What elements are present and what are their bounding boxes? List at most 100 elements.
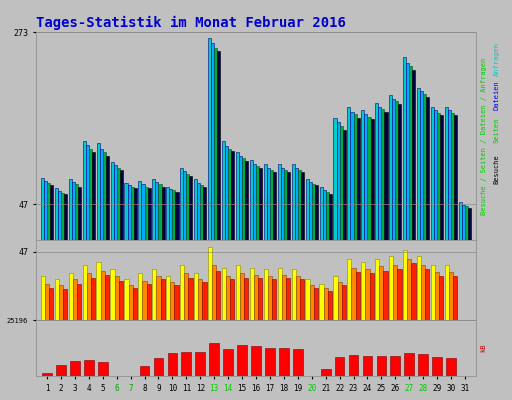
Text: Besuche / Seiten / Dateien / Anfragen: Besuche / Seiten / Dateien / Anfragen xyxy=(481,57,486,215)
Bar xyxy=(379,266,383,320)
Bar xyxy=(349,355,358,376)
Bar xyxy=(173,190,176,240)
Bar xyxy=(356,118,359,240)
Bar xyxy=(84,360,94,376)
Bar xyxy=(230,279,234,320)
Bar xyxy=(239,156,242,240)
Bar xyxy=(198,279,202,320)
Bar xyxy=(214,48,217,240)
Bar xyxy=(131,187,134,240)
Bar xyxy=(82,141,86,240)
Bar xyxy=(347,259,351,320)
Bar xyxy=(417,88,420,240)
Bar xyxy=(395,101,398,240)
Bar xyxy=(226,276,230,320)
Bar xyxy=(55,188,58,240)
Bar xyxy=(282,275,286,320)
Bar xyxy=(293,349,303,376)
Bar xyxy=(434,110,437,240)
Bar xyxy=(258,278,262,320)
Bar xyxy=(44,180,47,240)
Bar xyxy=(96,262,101,320)
Bar xyxy=(186,174,189,240)
Bar xyxy=(156,276,161,320)
Bar xyxy=(319,187,323,240)
Bar xyxy=(188,278,193,320)
Bar xyxy=(212,265,216,320)
Bar xyxy=(75,184,78,240)
Bar xyxy=(169,189,173,240)
Bar xyxy=(454,115,457,240)
Bar xyxy=(106,156,109,240)
Bar xyxy=(138,274,142,320)
Bar xyxy=(63,290,67,320)
Bar xyxy=(264,164,267,240)
Bar xyxy=(115,276,119,320)
Bar xyxy=(144,187,147,240)
Bar xyxy=(278,268,282,320)
Bar xyxy=(82,265,87,320)
Bar xyxy=(61,193,64,240)
Bar xyxy=(196,352,205,376)
Bar xyxy=(295,168,298,240)
Bar xyxy=(194,274,198,320)
Bar xyxy=(445,265,449,320)
Bar xyxy=(208,38,211,240)
Bar xyxy=(296,276,300,320)
Bar xyxy=(417,256,421,320)
Bar xyxy=(383,270,388,320)
Bar xyxy=(184,274,188,320)
Text: Tages-Statistik im Monat Februar 2016: Tages-Statistik im Monat Februar 2016 xyxy=(36,16,346,30)
Bar xyxy=(319,284,324,320)
Bar xyxy=(236,265,240,320)
Bar xyxy=(69,179,72,240)
Bar xyxy=(371,119,374,240)
Bar xyxy=(301,172,304,240)
Bar xyxy=(134,188,137,240)
Bar xyxy=(448,110,451,240)
Bar xyxy=(445,107,448,240)
Bar xyxy=(426,97,430,240)
Bar xyxy=(245,161,248,240)
Bar xyxy=(339,126,343,240)
Bar xyxy=(375,259,379,320)
Bar xyxy=(354,114,356,240)
Bar xyxy=(166,276,170,320)
Bar xyxy=(432,357,442,376)
Bar xyxy=(273,172,276,240)
Bar xyxy=(119,281,123,320)
Bar xyxy=(161,279,165,320)
Bar xyxy=(281,168,284,240)
Bar xyxy=(86,145,89,240)
Bar xyxy=(189,176,193,240)
Bar xyxy=(41,178,44,240)
Bar xyxy=(362,356,372,376)
Bar xyxy=(166,187,169,240)
Bar xyxy=(77,284,81,320)
Bar xyxy=(272,279,276,320)
Bar xyxy=(306,279,310,320)
Bar xyxy=(47,183,50,240)
Bar xyxy=(141,184,144,240)
Bar xyxy=(194,179,197,240)
Bar xyxy=(284,170,287,240)
Bar xyxy=(45,284,49,320)
Bar xyxy=(398,104,401,240)
Bar xyxy=(336,122,339,240)
Bar xyxy=(152,269,156,320)
Bar xyxy=(92,152,95,240)
Bar xyxy=(267,168,270,240)
Bar xyxy=(315,185,318,240)
Bar xyxy=(378,107,381,240)
Bar xyxy=(200,185,203,240)
Text: Besuche: Besuche xyxy=(494,155,500,184)
Bar xyxy=(342,285,346,320)
Bar xyxy=(203,187,206,240)
Bar xyxy=(468,208,471,240)
Bar xyxy=(101,270,105,320)
Bar xyxy=(403,250,407,320)
Bar xyxy=(175,285,179,320)
Bar xyxy=(370,274,374,320)
Bar xyxy=(368,116,371,240)
Bar xyxy=(73,279,77,320)
